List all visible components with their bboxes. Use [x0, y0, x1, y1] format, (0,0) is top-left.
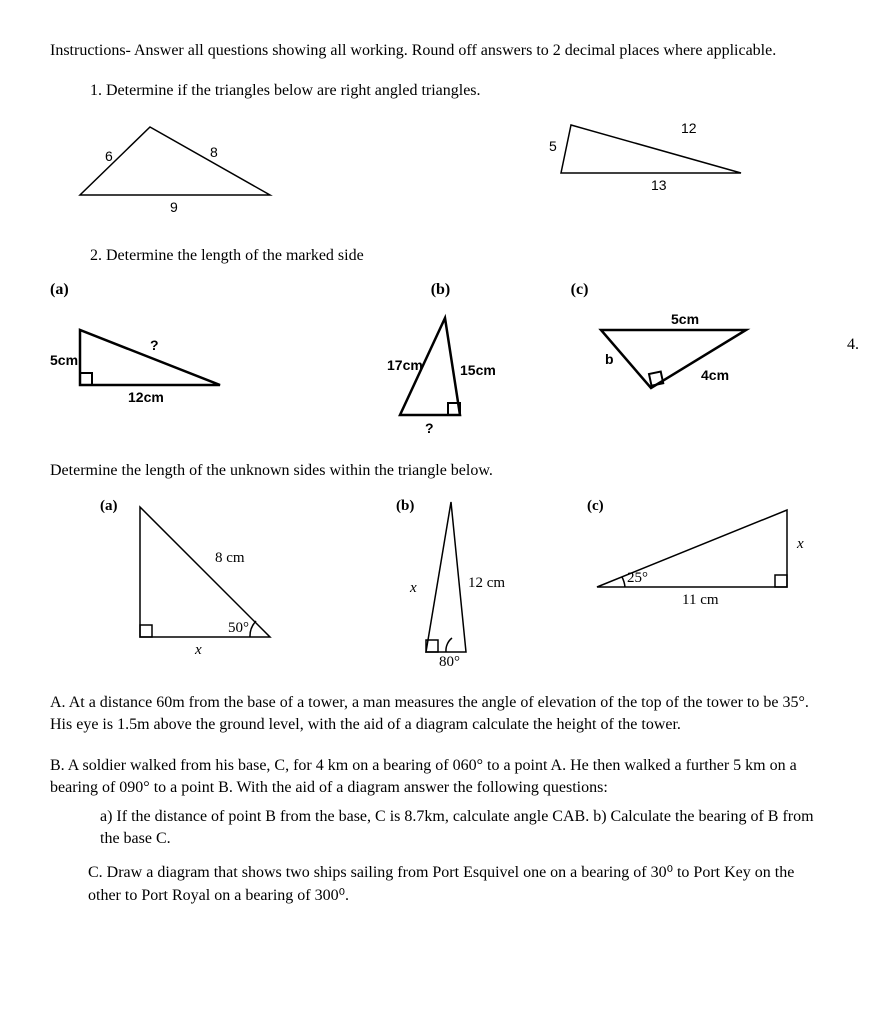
wp-b-sub-a: a) If the distance of point B from the b… — [100, 806, 831, 851]
q3c-angle: 25° — [627, 570, 648, 586]
q2c-svg: 5cm b 4cm — [571, 310, 771, 410]
q2b-label: (b) — [431, 279, 451, 301]
wp-a-letter: A. — [50, 694, 66, 711]
q1b-left: 5 — [549, 138, 557, 154]
q1-tri-a-svg: 6 8 9 — [60, 115, 290, 215]
q2a-left: 5cm — [50, 352, 78, 368]
q1-text: Determine if the triangles below are rig… — [106, 82, 481, 99]
q3-col-a: (a) 8 cm 50° x — [100, 492, 344, 662]
wp-b-text: A soldier walked from his base, C, for 4… — [50, 757, 797, 796]
q2b-right: 15cm — [460, 362, 496, 378]
wp-a: A. At a distance 60m from the base of a … — [50, 692, 831, 737]
q2c-top: 5cm — [671, 311, 699, 327]
q1b-top: 12 — [681, 120, 697, 136]
q2-number: 2. — [90, 247, 102, 264]
wp-b: B. A soldier walked from his base, C, fo… — [50, 755, 831, 907]
q1-triangle-a: 6 8 9 — [60, 115, 290, 215]
q2-col-a: (a) 5cm ? 12cm — [50, 279, 310, 404]
q3c-label: (c) — [587, 498, 604, 514]
q3b-svg: (b) x 12 cm 80° — [396, 492, 536, 667]
q3-text: Determine the length of the unknown side… — [50, 460, 831, 482]
q3c-bottom: 11 cm — [682, 592, 719, 608]
q3b-angle: 80° — [439, 654, 460, 667]
q3a-bottom: x — [194, 642, 202, 658]
q2-col-c: (c) 5cm b 4cm 4. — [571, 279, 831, 409]
q2a-label: (a) — [50, 279, 69, 301]
q3c-svg: (c) 25° 11 cm x — [587, 492, 827, 622]
q1-number: 1. — [90, 82, 102, 99]
q3b-label: (b) — [396, 498, 414, 514]
word-problems: A. At a distance 60m from the base of a … — [50, 692, 831, 907]
q1-triangles-row: 6 8 9 5 12 13 — [50, 115, 831, 215]
wp-c-letter: C. — [88, 864, 103, 881]
q3-row: (a) 8 cm 50° x (b) x 12 cm 80° (c) 25° — [50, 492, 831, 667]
q2-header: 2. Determine the length of the marked si… — [90, 245, 831, 267]
q1a-right: 8 — [210, 144, 218, 160]
wp-c: C. Draw a diagram that shows two ships s… — [88, 862, 831, 907]
q1a-bottom: 9 — [170, 199, 178, 215]
q2c-left: b — [605, 351, 614, 367]
q2-row: (a) 5cm ? 12cm (b) 17cm 15cm ? (c) 5cm b… — [50, 279, 831, 439]
q2b-svg: 17cm 15cm ? — [365, 310, 515, 440]
q2-col-b: (b) 17cm 15cm ? — [310, 279, 570, 439]
q3b-left: x — [409, 580, 417, 596]
q2c-bottom: 4cm — [701, 367, 729, 383]
q3-col-b: (b) x 12 cm 80° — [344, 492, 588, 667]
q3-col-c: (c) 25° 11 cm x — [587, 492, 831, 622]
q2a-svg: 5cm ? 12cm — [50, 310, 240, 405]
q3a-svg: (a) 8 cm 50° x — [100, 492, 300, 662]
q1b-bottom: 13 — [651, 177, 667, 193]
wp-a-text: At a distance 60m from the base of a tow… — [50, 694, 809, 733]
q2a-bottom: 12cm — [128, 389, 164, 405]
wp-b-letter: B. — [50, 757, 65, 774]
q3c-right: x — [796, 536, 804, 552]
q2-trail-4: 4. — [847, 334, 859, 356]
q3a-hyp: 8 cm — [215, 550, 245, 566]
q2-text: Determine the length of the marked side — [106, 247, 364, 264]
q1-tri-b-svg: 5 12 13 — [531, 115, 761, 195]
q2a-hyp: ? — [150, 337, 159, 353]
q1a-left: 6 — [105, 148, 113, 164]
q2c-label: (c) — [571, 279, 589, 301]
instructions-text: Instructions- Answer all questions showi… — [50, 40, 831, 62]
q2b-left: 17cm — [387, 357, 423, 373]
q3a-label: (a) — [100, 498, 118, 514]
q3b-hyp: 12 cm — [468, 575, 505, 591]
q3a-angle: 50° — [228, 620, 249, 636]
q1-header: 1. Determine if the triangles below are … — [90, 80, 831, 102]
q1-triangle-b: 5 12 13 — [531, 115, 761, 215]
wp-c-text: Draw a diagram that shows two ships sail… — [88, 864, 794, 903]
q2b-bottom: ? — [425, 420, 434, 436]
